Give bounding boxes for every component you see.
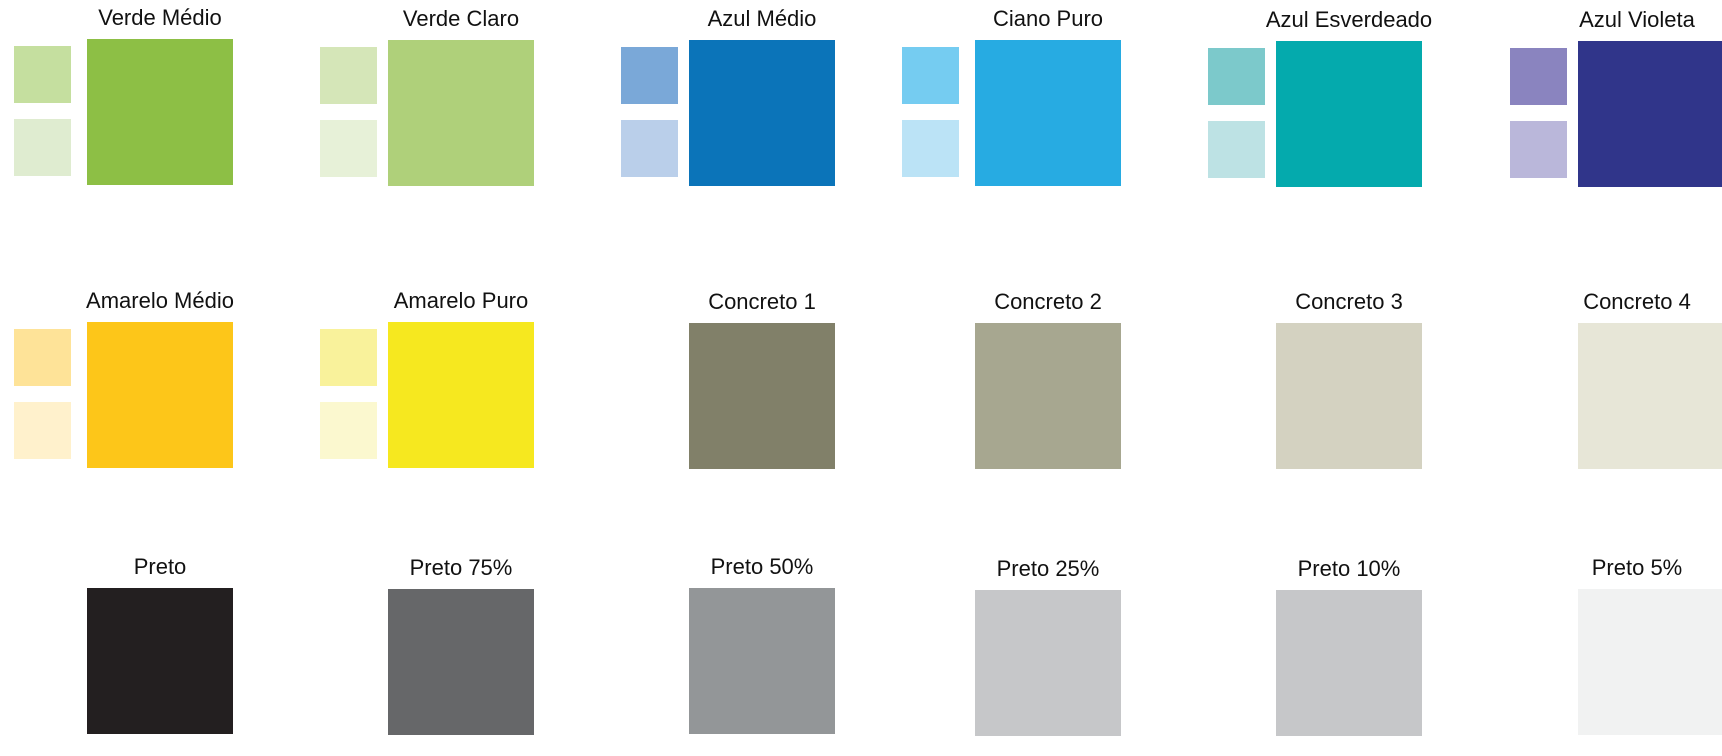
swatch-label: Concreto 4 [1583, 289, 1691, 314]
main-swatch [87, 588, 233, 734]
tint-swatch [320, 402, 377, 459]
tint-swatch [621, 47, 678, 104]
main-swatch [87, 39, 233, 185]
main-swatch [975, 40, 1121, 186]
tint-swatch [1208, 121, 1265, 178]
main-swatch [388, 40, 534, 186]
swatch-label: Concreto 3 [1295, 289, 1403, 314]
swatch-preto-10: Preto 10% [1276, 556, 1422, 756]
swatch-label: Ciano Puro [992, 6, 1104, 31]
tint-swatch [320, 47, 377, 104]
swatch-preto: Preto [87, 554, 233, 754]
swatch-azul-medio: Azul Médio [621, 6, 835, 206]
tint-swatch [320, 329, 377, 386]
main-swatch [689, 588, 835, 734]
swatch-label: Concreto 2 [994, 289, 1102, 314]
main-swatch [689, 40, 835, 186]
swatch-azul-esverdeado: Azul Esverdeado [1208, 7, 1432, 207]
swatch-label: Verde Claro [402, 6, 520, 31]
tint-swatch [14, 402, 71, 459]
main-swatch [388, 322, 534, 468]
tint-swatch [320, 120, 377, 177]
swatch-amarelo-medio: Amarelo Médio [14, 288, 234, 488]
tint-swatch [14, 46, 71, 103]
tint-swatch [902, 120, 959, 177]
tint-swatch [14, 329, 71, 386]
swatch-amarelo-puro: Amarelo Puro [320, 288, 534, 488]
main-swatch [689, 323, 835, 469]
swatch-verde-claro: Verde Claro [320, 6, 534, 206]
main-swatch [1276, 323, 1422, 469]
swatch-label: Amarelo Médio [86, 288, 234, 313]
swatch-label: Preto 10% [1297, 556, 1401, 581]
main-swatch [975, 590, 1121, 736]
swatch-concreto-4: Concreto 4 [1578, 289, 1722, 489]
main-swatch [87, 322, 233, 468]
main-swatch [1578, 323, 1722, 469]
tint-swatch [1510, 121, 1567, 178]
main-swatch [975, 323, 1121, 469]
tint-swatch [902, 47, 959, 104]
swatch-label: Preto 50% [710, 554, 814, 579]
swatch-label: Concreto 1 [708, 289, 816, 314]
swatch-label: Amarelo Puro [393, 288, 529, 313]
main-swatch [1276, 590, 1422, 736]
tint-swatch [621, 120, 678, 177]
tint-swatch [1510, 48, 1567, 105]
swatch-label: Verde Médio [98, 5, 222, 30]
swatch-concreto-3: Concreto 3 [1276, 289, 1422, 489]
swatch-ciano-puro: Ciano Puro [902, 6, 1121, 206]
tint-swatch [1208, 48, 1265, 105]
swatch-label: Preto [133, 554, 187, 579]
swatch-preto-5: Preto 5% [1578, 555, 1722, 755]
swatch-label: Preto 5% [1591, 555, 1683, 580]
main-swatch [1578, 41, 1722, 187]
swatch-preto-50: Preto 50% [689, 554, 835, 754]
main-swatch [388, 589, 534, 735]
swatch-label: Preto 75% [409, 555, 513, 580]
main-swatch [1578, 589, 1722, 735]
swatch-label: Azul Violeta [1579, 7, 1695, 32]
swatch-verde-medio: Verde Médio [14, 5, 233, 205]
tint-swatch [14, 119, 71, 176]
swatch-preto-75: Preto 75% [388, 555, 534, 755]
color-palette: Verde Médio Verde Claro Azul Médio Ciano… [14, 5, 1722, 736]
swatch-label: Preto 25% [996, 556, 1100, 581]
swatch-concreto-1: Concreto 1 [689, 289, 835, 489]
swatch-label: Azul Esverdeado [1265, 7, 1433, 32]
swatch-azul-violeta: Azul Violeta [1510, 7, 1722, 207]
swatch-concreto-2: Concreto 2 [975, 289, 1121, 489]
main-swatch [1276, 41, 1422, 187]
swatch-label: Azul Médio [707, 6, 817, 31]
swatch-preto-25: Preto 25% [975, 556, 1121, 756]
